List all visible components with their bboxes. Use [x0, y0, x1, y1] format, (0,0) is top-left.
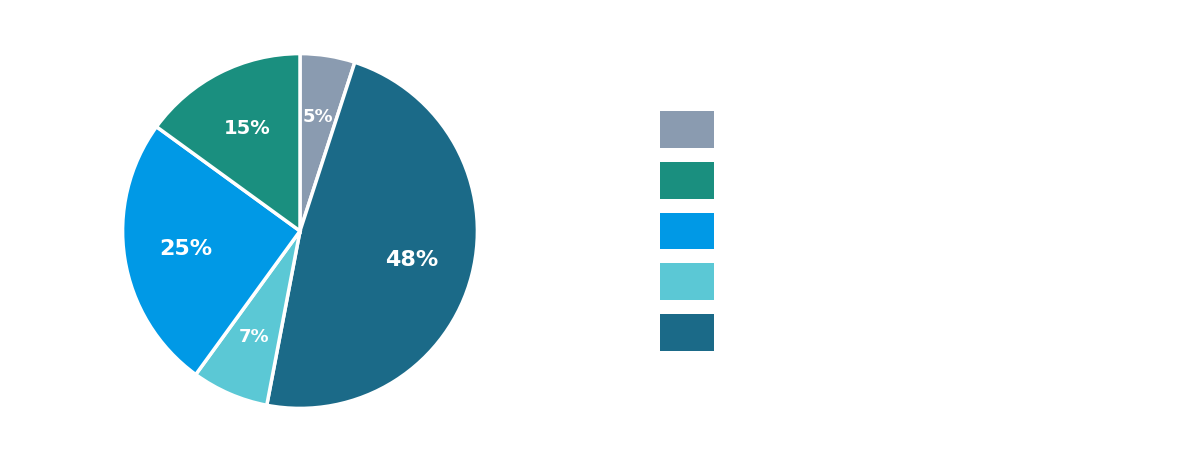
Text: Secondary market sales: Secondary market sales	[738, 274, 923, 289]
Wedge shape	[196, 231, 300, 405]
Text: Capital calls: Capital calls	[738, 224, 830, 238]
Bar	[660, 162, 714, 199]
Bar	[660, 213, 714, 249]
Text: Periodic redemptions: Periodic redemptions	[738, 173, 900, 188]
Wedge shape	[300, 54, 355, 231]
Text: Other: Other	[738, 122, 781, 137]
Text: 25%: 25%	[160, 239, 212, 259]
Wedge shape	[122, 127, 300, 375]
Text: 48%: 48%	[385, 249, 438, 270]
Text: Redemption gates: Redemption gates	[738, 325, 878, 340]
Text: 5%: 5%	[302, 108, 334, 126]
Bar	[660, 111, 714, 148]
Text: 7%: 7%	[239, 328, 270, 346]
Bar	[660, 263, 714, 300]
Wedge shape	[266, 62, 478, 408]
Text: 15%: 15%	[224, 119, 271, 138]
Wedge shape	[156, 54, 300, 231]
Bar	[660, 314, 714, 351]
